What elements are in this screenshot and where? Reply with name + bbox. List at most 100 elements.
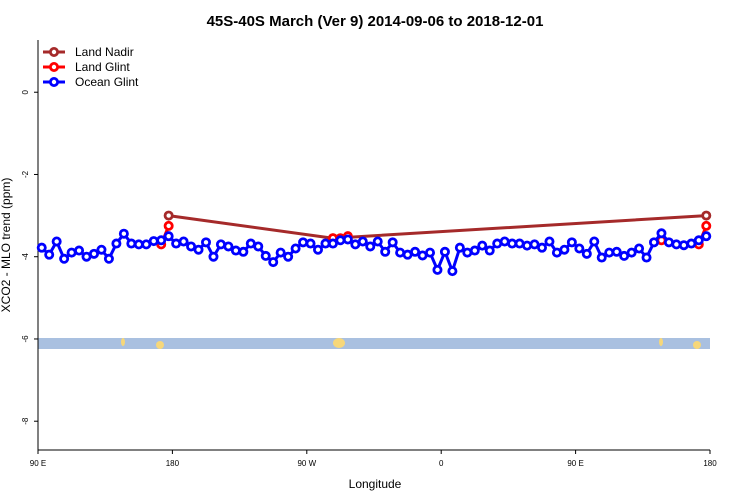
point bbox=[335, 235, 346, 246]
point bbox=[424, 247, 435, 258]
point bbox=[208, 251, 219, 262]
point bbox=[604, 247, 615, 258]
y-tick-label: 0 bbox=[21, 89, 30, 94]
point bbox=[678, 240, 689, 251]
point bbox=[51, 236, 62, 247]
point bbox=[559, 244, 570, 255]
point bbox=[537, 242, 548, 253]
y-tick-label: -4 bbox=[21, 253, 30, 261]
y-tick-label: -8 bbox=[21, 417, 30, 425]
series-line bbox=[168, 214, 707, 240]
land-patch bbox=[156, 341, 164, 349]
land-patch bbox=[659, 338, 663, 346]
point bbox=[283, 251, 294, 262]
legend-label: Ocean Glint bbox=[75, 75, 139, 89]
point bbox=[148, 236, 159, 247]
point bbox=[312, 244, 323, 255]
x-tick-label: 180 bbox=[703, 459, 717, 468]
point bbox=[223, 241, 234, 252]
point bbox=[103, 253, 114, 264]
point bbox=[529, 239, 540, 250]
point bbox=[342, 234, 353, 245]
point bbox=[566, 237, 577, 248]
point bbox=[156, 235, 167, 246]
legend-marker bbox=[49, 77, 60, 88]
point bbox=[380, 246, 391, 257]
point bbox=[178, 236, 189, 247]
point bbox=[447, 266, 458, 277]
point bbox=[701, 210, 712, 221]
point bbox=[634, 243, 645, 254]
legend-label: Land Nadir bbox=[75, 45, 134, 59]
point bbox=[141, 239, 152, 250]
point bbox=[439, 246, 450, 257]
point bbox=[410, 246, 421, 257]
x-tick-label: 0 bbox=[439, 459, 444, 468]
point bbox=[619, 250, 630, 261]
point bbox=[641, 252, 652, 263]
y-axis-label: XCO2 - MLO trend (ppm) bbox=[0, 178, 13, 313]
point bbox=[626, 247, 637, 258]
point bbox=[59, 253, 70, 264]
point bbox=[200, 237, 211, 248]
legend-marker bbox=[49, 62, 60, 73]
point bbox=[327, 238, 338, 249]
point bbox=[126, 238, 137, 249]
point bbox=[111, 238, 122, 249]
point bbox=[596, 252, 607, 263]
point bbox=[372, 236, 383, 247]
point bbox=[611, 246, 622, 257]
point bbox=[290, 243, 301, 254]
x-axis-label: Longitude bbox=[349, 477, 402, 491]
point bbox=[357, 236, 368, 247]
point bbox=[193, 244, 204, 255]
land-patch bbox=[121, 338, 125, 346]
point bbox=[253, 241, 264, 252]
x-tick-label: 90 E bbox=[30, 459, 46, 468]
y-tick-label: -6 bbox=[21, 335, 30, 343]
point bbox=[649, 237, 660, 248]
point bbox=[469, 245, 480, 256]
point bbox=[574, 243, 585, 254]
point bbox=[454, 242, 465, 253]
point bbox=[701, 220, 712, 231]
x-tick-label: 90 E bbox=[567, 459, 583, 468]
point bbox=[36, 242, 47, 253]
legend-label: Land Glint bbox=[75, 60, 130, 74]
land-ocean-strip bbox=[38, 338, 710, 349]
point bbox=[432, 264, 443, 275]
point bbox=[693, 235, 704, 246]
point bbox=[365, 241, 376, 252]
point bbox=[230, 245, 241, 256]
point bbox=[522, 240, 533, 251]
point bbox=[387, 237, 398, 248]
point bbox=[484, 245, 495, 256]
chart-title: 45S-40S March (Ver 9) 2014-09-06 to 2018… bbox=[207, 13, 544, 30]
point bbox=[186, 241, 197, 252]
point bbox=[589, 236, 600, 247]
x-tick-label: 90 W bbox=[297, 459, 316, 468]
point bbox=[686, 238, 697, 249]
point bbox=[656, 228, 667, 239]
point bbox=[298, 237, 309, 248]
point bbox=[544, 236, 555, 247]
point bbox=[44, 249, 55, 260]
point bbox=[163, 231, 174, 242]
point bbox=[305, 238, 316, 249]
ocean-strip bbox=[38, 338, 710, 349]
point bbox=[96, 244, 107, 255]
land-patch bbox=[693, 341, 701, 349]
point bbox=[268, 257, 279, 268]
y-tick-label: -2 bbox=[21, 170, 30, 178]
point bbox=[581, 248, 592, 259]
point bbox=[163, 210, 174, 221]
point bbox=[477, 240, 488, 251]
point bbox=[163, 220, 174, 231]
point bbox=[118, 228, 129, 239]
point bbox=[89, 248, 100, 259]
land-patch bbox=[333, 338, 345, 348]
point bbox=[260, 250, 271, 261]
point bbox=[701, 231, 712, 242]
point bbox=[671, 239, 682, 250]
